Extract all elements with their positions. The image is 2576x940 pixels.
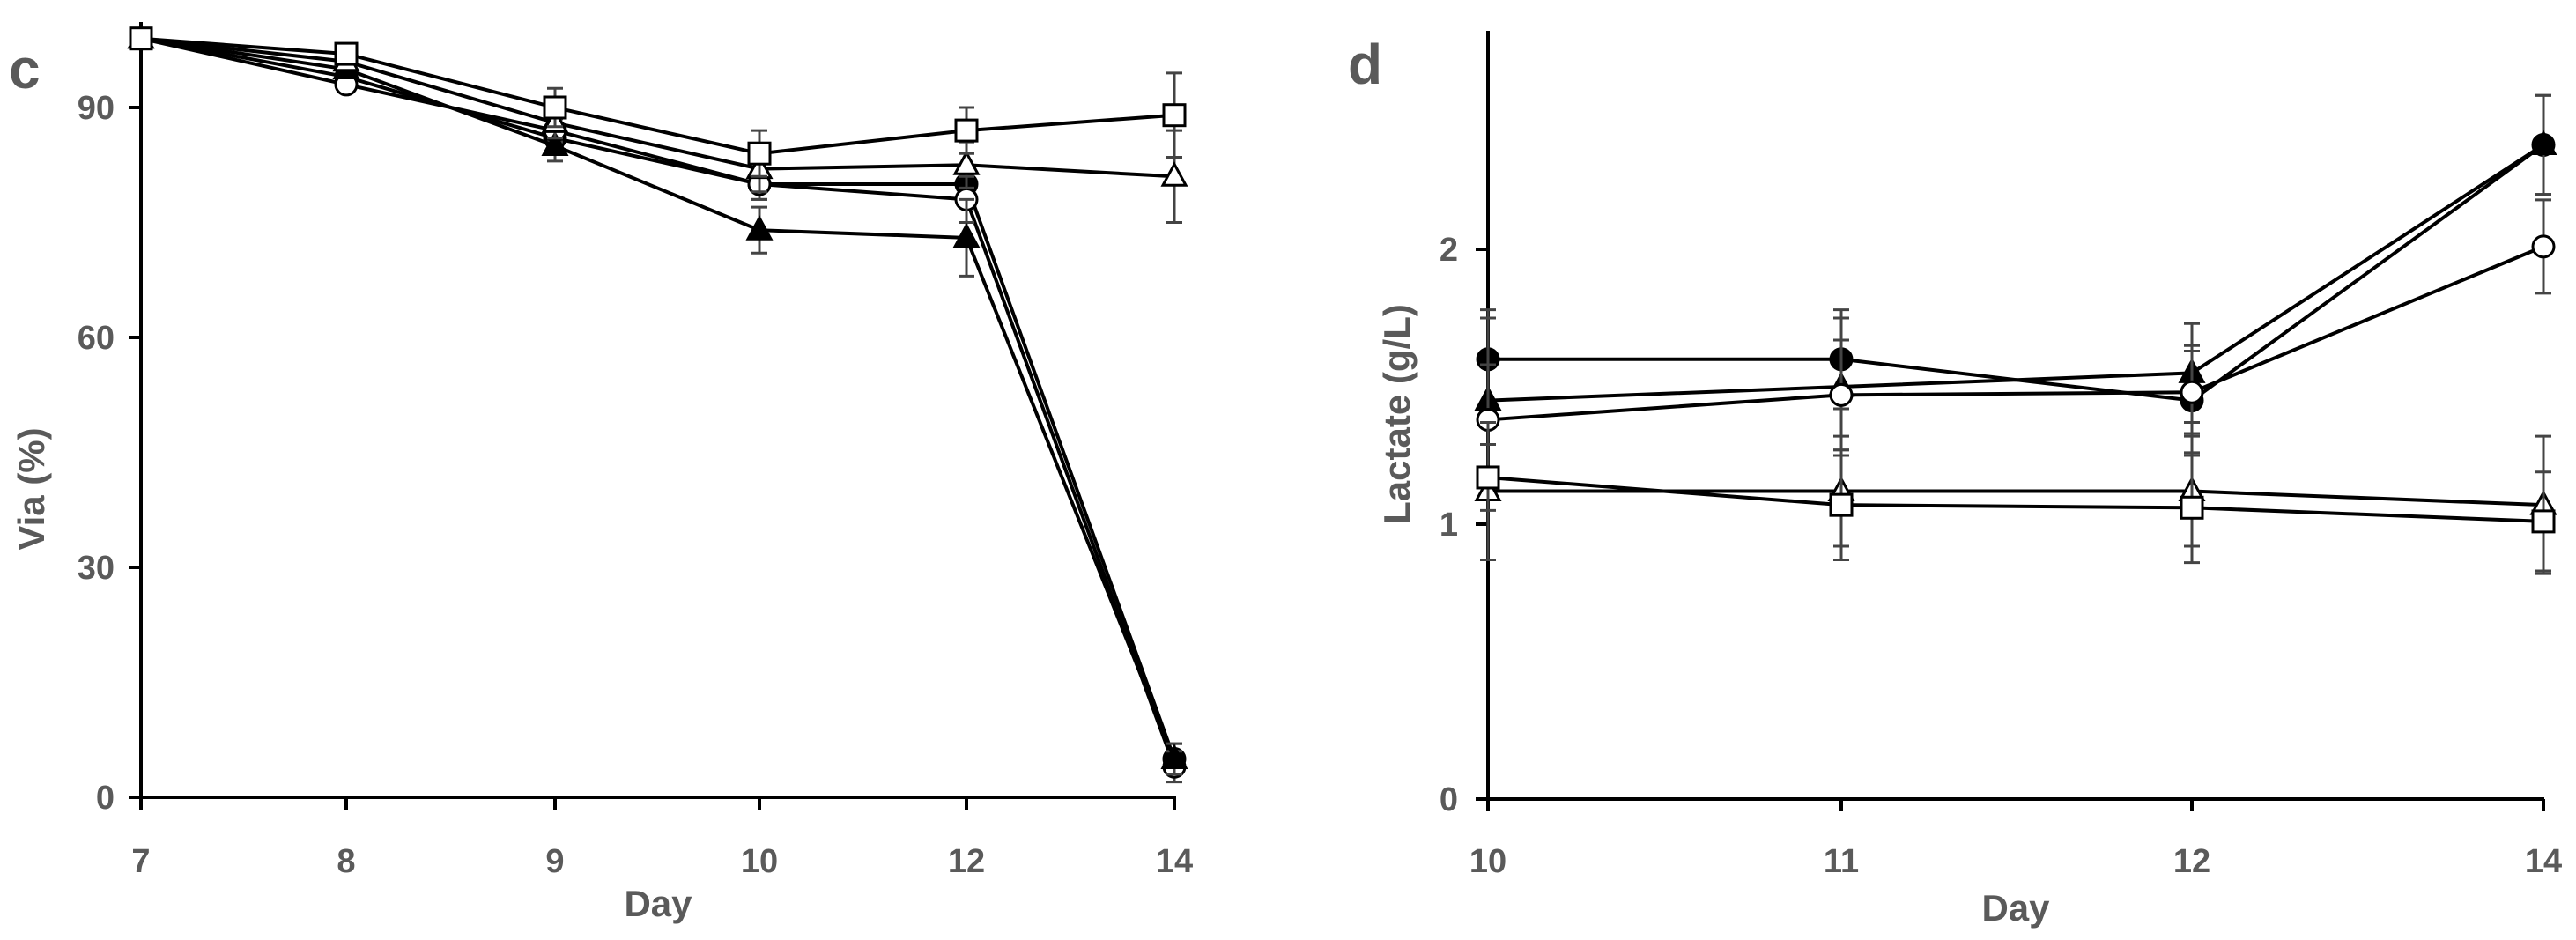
panel-c-x-tick-label: 10 [741, 843, 778, 880]
panel-c-series-line [140, 36, 1176, 760]
panel-d-y-tick-label: 0 [1440, 781, 1458, 818]
panel-d-series-circle-open [1476, 198, 2556, 477]
panel-d-series-group [1474, 93, 2557, 575]
panel-c-marker-triangle [541, 130, 569, 156]
panel-d-letter: d [1348, 33, 1382, 96]
panel-c-y-tick-label: 90 [78, 90, 115, 127]
panel-d-marker-square [1829, 492, 1854, 517]
panel-d-x-axis-title: Day [1981, 887, 2050, 929]
panel-c-marker-triangle [952, 222, 981, 248]
panel-d-series-triangle-open [1474, 421, 2557, 575]
panel-d-series-circle-filled [1476, 93, 2556, 457]
panel-d-marker-square [1476, 465, 1500, 490]
panel-c-x-tick-label: 14 [1156, 843, 1193, 880]
panel-d-marker-square [2180, 495, 2204, 520]
panel-c-y-axis-title: Via (%) [11, 427, 52, 550]
panel-c-marker-square [954, 118, 979, 143]
panel-d-x-tick-label: 14 [2525, 843, 2562, 880]
panel-c-marker-triangle [1160, 161, 1188, 187]
panel-c-marker-square [334, 41, 359, 66]
panel-c-marker-square [129, 26, 153, 51]
panel-c-y-tick-label: 30 [78, 550, 115, 587]
panel-c-y-tick-label: 0 [96, 780, 115, 817]
panel-d-marker-circle [2180, 380, 2204, 404]
panel-d-marker-circle [1829, 382, 1854, 407]
panel-c-y-tick-label: 60 [78, 320, 115, 357]
panel-d-series-line [1487, 245, 2544, 422]
panel-c-x-tick-label: 8 [337, 843, 355, 880]
panel-c-series-line [140, 36, 1176, 760]
panel-d-marker-triangle [2529, 130, 2557, 155]
panel-d-series-line [1487, 143, 2545, 403]
panel-c-letter: c [9, 37, 41, 100]
panel-c-series-circle-filled [129, 26, 1187, 776]
panel-c-marker-square [543, 95, 567, 120]
panel-c-series-group [127, 23, 1188, 784]
panel-d-marker-circle [2531, 234, 2556, 259]
panel-c-chart: c Via (%) Day 7 8 9 10 12 14 0 30 60 90 [9, 22, 1193, 924]
panel-d-series-triangle-filled [1474, 93, 2557, 485]
panel-c-series-triangle-filled [127, 23, 1188, 776]
panel-c-x-tick-label: 7 [131, 843, 150, 880]
panel-c-marker-square [747, 141, 772, 166]
panel-c-series-line [140, 36, 1176, 767]
panel-d-series-line [1487, 475, 2544, 523]
panel-c-marker-triangle [952, 150, 981, 175]
panel-d-y-axis-title: Lactate (g/L) [1376, 304, 1418, 524]
panel-d-series-line [1488, 143, 2545, 403]
panel-c-series-line [140, 36, 1175, 179]
panel-c-series-square-open [129, 26, 1187, 178]
panel-c-x-tick-label: 9 [545, 843, 564, 880]
panel-d-series-line [1488, 489, 2544, 507]
panel-d-x-tick-label: 11 [1824, 843, 1859, 880]
panel-c-series-line [140, 36, 1175, 156]
panel-c-x-axis-title: Day [624, 883, 692, 924]
panel-c-marker-square [1162, 103, 1187, 128]
panel-c-series-circle-open [129, 26, 1187, 784]
panel-c-marker-triangle [745, 215, 774, 241]
panel-d-y-tick-label: 1 [1440, 507, 1458, 544]
panel-d-marker-square [2531, 509, 2556, 534]
panel-d-x-tick-label: 10 [1469, 843, 1506, 880]
panel-c-ticks: 7 8 9 10 12 14 0 30 60 90 [78, 90, 1193, 880]
panel-c-marker-triangle [1160, 744, 1188, 769]
panel-d-y-tick-label: 2 [1440, 232, 1458, 269]
panel-d-series-square-open [1476, 443, 2556, 573]
panel-c-x-tick-label: 12 [948, 843, 985, 880]
panel-d-x-tick-label: 12 [2173, 843, 2210, 880]
